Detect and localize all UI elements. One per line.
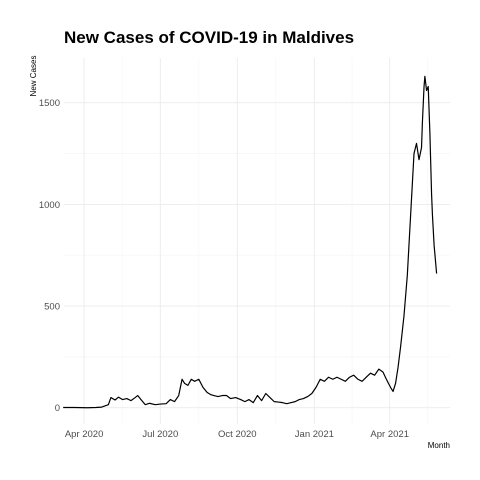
- series-group: [63, 75, 438, 409]
- chart-title: New Cases of COVID-19 in Maldives: [64, 28, 354, 47]
- x-tick-label: Jan 2021: [295, 429, 334, 440]
- y-axis-ticks: 0 500 1000 1500: [39, 98, 60, 414]
- x-axis-title: Month: [428, 441, 450, 450]
- x-tick-label: Apr 2020: [65, 429, 104, 440]
- minor-grid: [64, 58, 450, 424]
- x-tick-label: Apr 2021: [370, 429, 409, 440]
- x-axis-ticks: Apr 2020 Jul 2020 Oct 2020 Jan 2021 Apr 2021: [65, 429, 409, 440]
- series-line: [63, 75, 438, 409]
- y-tick-label: 500: [44, 302, 60, 313]
- y-tick-label: 1500: [39, 98, 60, 109]
- major-grid: [64, 58, 450, 424]
- y-tick-label: 0: [55, 403, 60, 414]
- y-axis-title: New Cases: [29, 56, 38, 97]
- x-tick-label: Jul 2020: [142, 429, 178, 440]
- x-tick-label: Oct 2020: [218, 429, 257, 440]
- y-tick-label: 1000: [39, 200, 60, 211]
